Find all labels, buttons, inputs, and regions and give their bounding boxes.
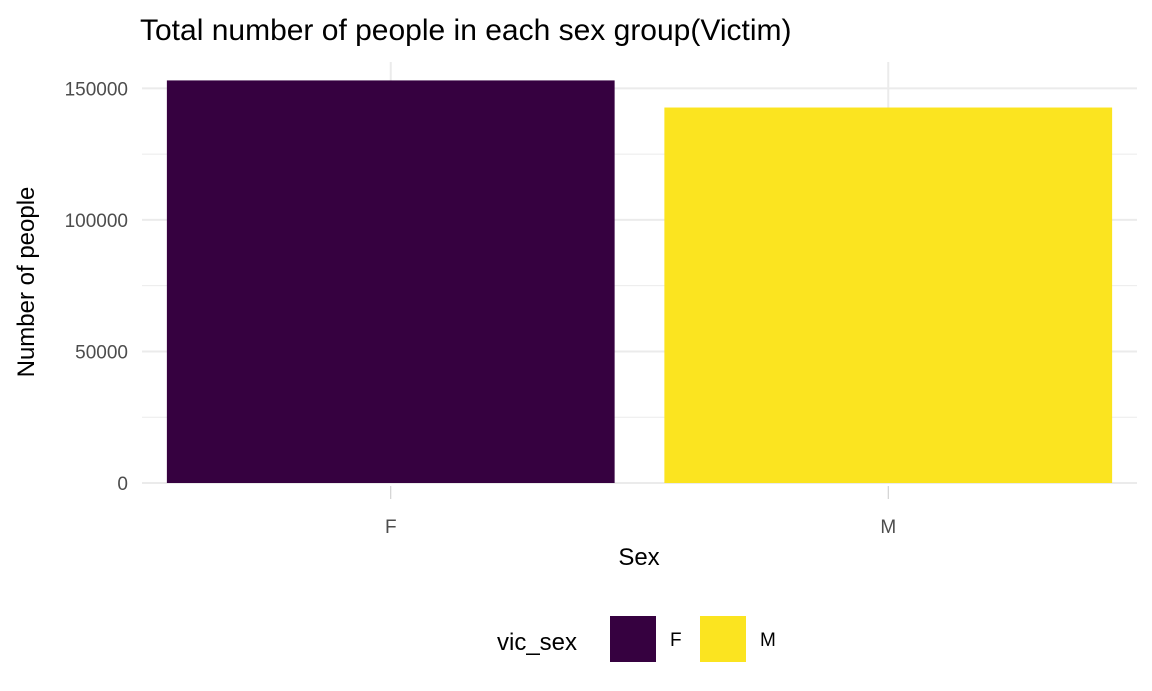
legend-title: vic_sex xyxy=(497,629,577,656)
bars xyxy=(166,80,1113,483)
x-axis-title: Sex xyxy=(618,544,659,571)
y-tick-label: 150000 xyxy=(65,79,128,100)
y-tick-label: 0 xyxy=(117,474,128,495)
legend-label-f: F xyxy=(670,630,682,651)
y-axis: 0 50000 100000 150000 xyxy=(65,79,128,495)
legend-key-f xyxy=(610,616,656,662)
x-tick-label: F xyxy=(385,517,397,538)
bar-f xyxy=(166,80,615,483)
y-tick-label: 50000 xyxy=(75,342,128,363)
bar-m xyxy=(664,107,1113,483)
legend: vic_sex F M xyxy=(497,616,776,662)
chart-title: Total number of people in each sex group… xyxy=(140,14,791,47)
legend-key-m xyxy=(700,616,746,662)
x-tick-label: M xyxy=(880,517,896,538)
y-tick-label: 100000 xyxy=(65,211,128,232)
legend-label-m: M xyxy=(760,630,776,651)
y-axis-title: Number of people xyxy=(13,187,40,378)
